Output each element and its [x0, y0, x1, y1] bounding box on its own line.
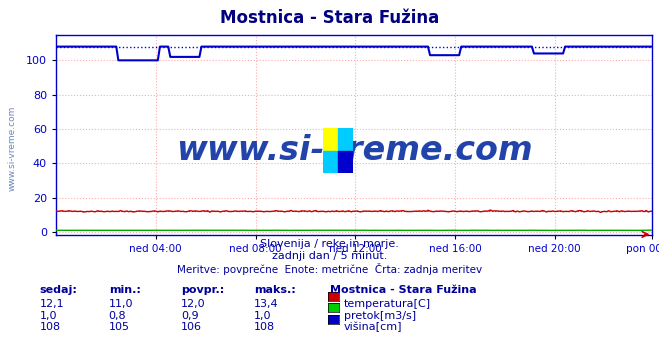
Text: pretok[m3/s]: pretok[m3/s]: [344, 311, 416, 321]
Text: sedaj:: sedaj:: [40, 285, 77, 295]
Text: 1,0: 1,0: [40, 311, 57, 321]
Text: 0,8: 0,8: [109, 311, 127, 321]
Text: 108: 108: [40, 322, 61, 332]
Text: 108: 108: [254, 322, 275, 332]
Text: min.:: min.:: [109, 285, 140, 295]
Text: Mostnica - Stara Fužina: Mostnica - Stara Fužina: [220, 9, 439, 27]
Text: 12,1: 12,1: [40, 299, 64, 309]
Text: 11,0: 11,0: [109, 299, 133, 309]
Text: 0,9: 0,9: [181, 311, 199, 321]
Text: www.si-vreme.com: www.si-vreme.com: [8, 106, 17, 191]
Text: 12,0: 12,0: [181, 299, 206, 309]
Bar: [323, 128, 337, 151]
Text: temperatura[C]: temperatura[C]: [344, 299, 431, 309]
Text: Slovenija / reke in morje.: Slovenija / reke in morje.: [260, 239, 399, 249]
Text: 13,4: 13,4: [254, 299, 278, 309]
Text: Meritve: povprečne  Enote: metrične  Črta: zadnja meritev: Meritve: povprečne Enote: metrične Črta:…: [177, 263, 482, 275]
Text: maks.:: maks.:: [254, 285, 295, 295]
Text: Mostnica - Stara Fužina: Mostnica - Stara Fužina: [330, 285, 476, 295]
Bar: [337, 151, 353, 173]
Text: 106: 106: [181, 322, 202, 332]
Text: 105: 105: [109, 322, 130, 332]
Text: povpr.:: povpr.:: [181, 285, 225, 295]
Text: 1,0: 1,0: [254, 311, 272, 321]
Bar: [323, 151, 337, 173]
Text: www.si-vreme.com: www.si-vreme.com: [176, 135, 532, 167]
Text: zadnji dan / 5 minut.: zadnji dan / 5 minut.: [272, 251, 387, 261]
Text: višina[cm]: višina[cm]: [344, 322, 403, 333]
Bar: [337, 128, 353, 151]
